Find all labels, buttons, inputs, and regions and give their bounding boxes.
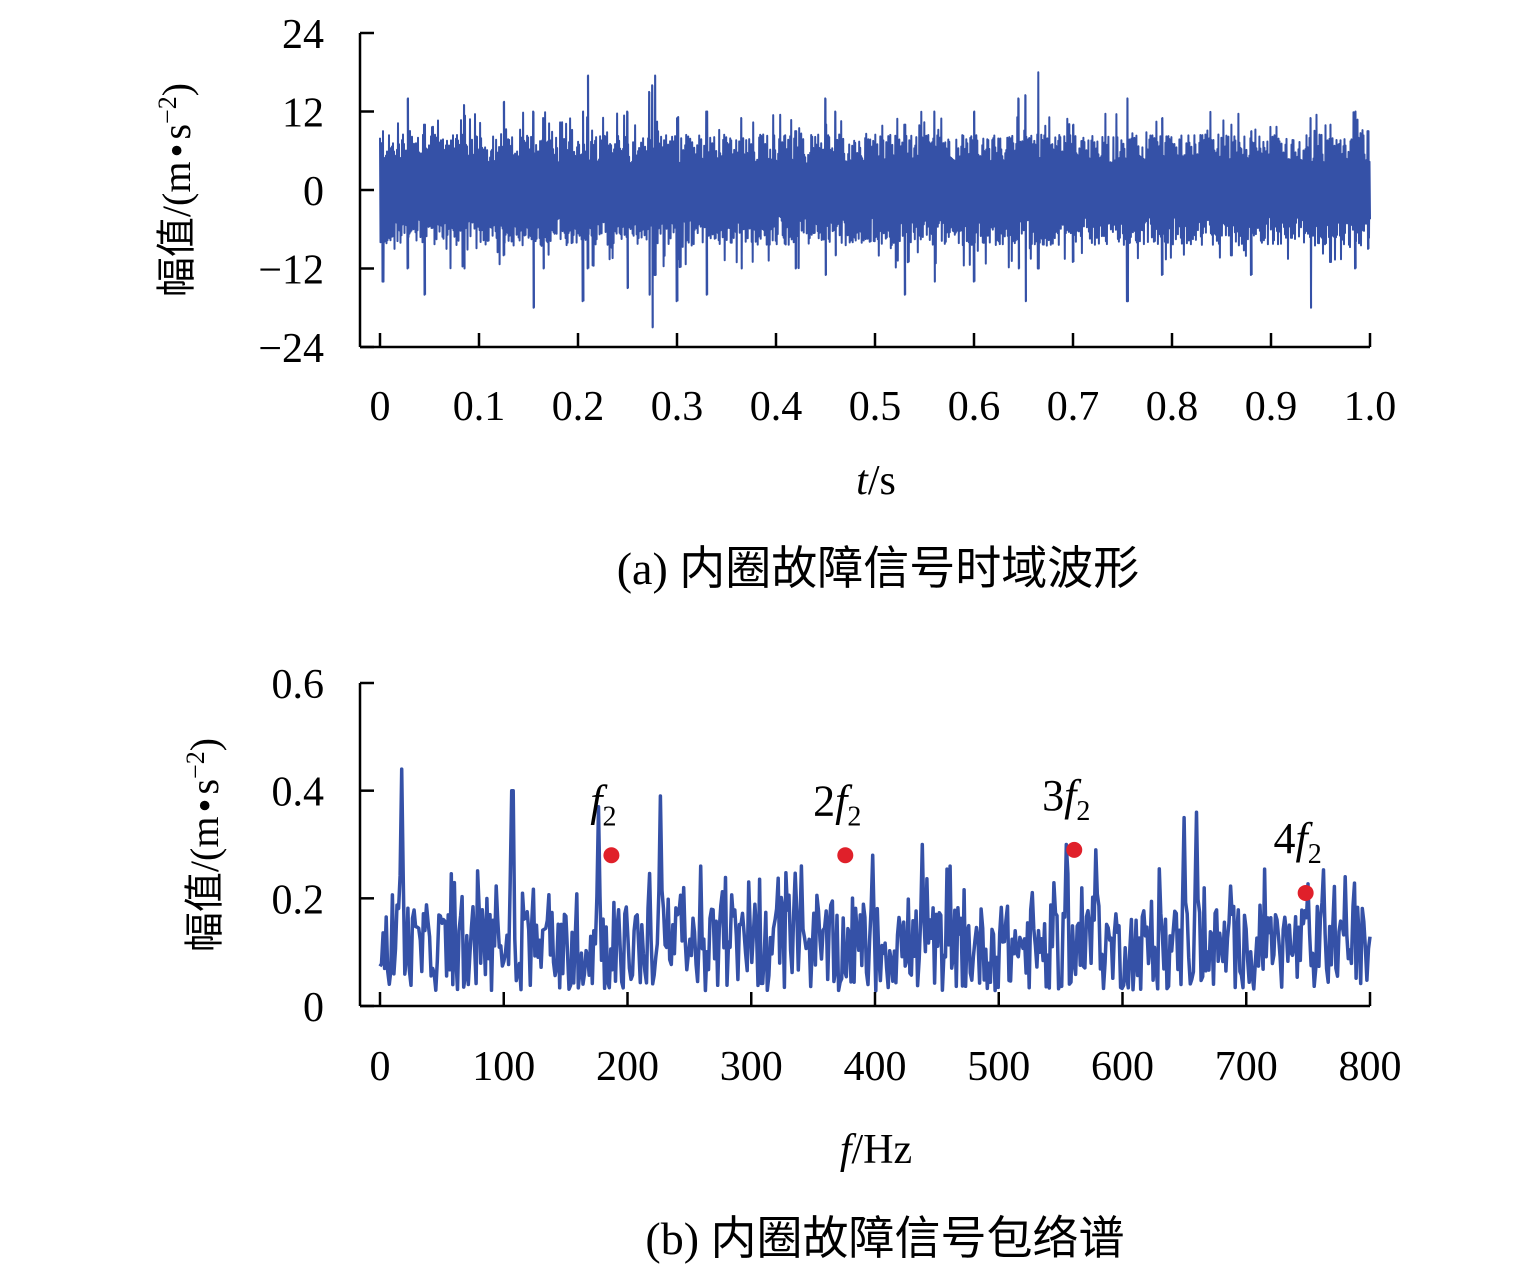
envelope-spectrum-x-tick-label: 200 <box>596 1044 659 1090</box>
envelope-spectrum-y-tick-label: 0.2 <box>272 877 325 923</box>
time-domain-x-tick-label: 0.9 <box>1245 384 1298 430</box>
time-domain-y-tick-label: 12 <box>282 91 324 137</box>
fault-frequency-label: f2 <box>590 776 616 832</box>
time-domain-y-tick-label: 24 <box>282 12 324 58</box>
envelope-spectrum-axes <box>358 681 1372 1008</box>
time-domain-x-tick-label: 0.2 <box>552 384 605 430</box>
envelope-spectrum-chart: f2 2f2 3f2 4f2 0.6 0.4 0.2 0 0 100 200 300 400 500 6… <box>181 662 1402 1264</box>
envelope-spectrum-x-tick-label: 700 <box>1215 1044 1278 1090</box>
time-domain-x-tick-label: 0.1 <box>453 384 506 430</box>
time-domain-waveform-line <box>379 71 1371 329</box>
time-domain-y-tick-label: 0 <box>303 169 324 215</box>
envelope-spectrum-x-tick-label: 0 <box>370 1044 391 1090</box>
envelope-spectrum-x-tick-label: 300 <box>720 1044 783 1090</box>
time-domain-y-tick-labels: 24 12 0 −12 −24 <box>258 12 324 372</box>
time-domain-x-tick-label: 0.7 <box>1047 384 1100 430</box>
fault-frequency-label: 3f2 <box>1042 771 1090 827</box>
time-domain-x-axis-label: t/s <box>856 458 896 504</box>
envelope-spectrum-x-tick-label: 500 <box>967 1044 1030 1090</box>
time-domain-x-tick-label: 0.6 <box>948 384 1001 430</box>
time-domain-x-tick-label: 0.4 <box>750 384 803 430</box>
envelope-spectrum-y-tick-label: 0.6 <box>272 662 325 708</box>
envelope-spectrum-line <box>378 767 1372 993</box>
envelope-spectrum-x-tick-label: 600 <box>1091 1044 1154 1090</box>
fault-frequency-label: 4f2 <box>1274 814 1322 870</box>
fault-frequency-marker <box>603 847 620 864</box>
time-domain-chart: 24 12 0 −12 −24 0 0.1 0.2 0.3 0.4 0.5 0.6 0.7 0.8 0.9… <box>153 12 1396 594</box>
time-domain-x-tick-labels: 0 0.1 0.2 0.3 0.4 0.5 0.6 0.7 0.8 0.9 1.0 <box>370 384 1397 430</box>
envelope-spectrum-y-tick-labels: 0.6 0.4 0.2 0 <box>272 662 325 1031</box>
envelope-spectrum-caption: (b) 内圈故障信号包络谱 <box>645 1213 1124 1264</box>
fault-frequency-markers: f2 2f2 3f2 4f2 <box>590 771 1322 901</box>
envelope-spectrum-y-tick-label: 0.4 <box>272 770 325 816</box>
fault-frequency-marker <box>837 847 854 864</box>
envelope-spectrum-x-tick-label: 400 <box>844 1044 907 1090</box>
time-domain-x-tick-label: 0 <box>370 384 391 430</box>
envelope-spectrum-x-tick-labels: 0 100 200 300 400 500 600 700 800 <box>370 1044 1402 1090</box>
envelope-spectrum-x-tick-label: 100 <box>472 1044 535 1090</box>
envelope-spectrum-x-tick-label: 800 <box>1339 1044 1402 1090</box>
time-domain-x-tick-label: 0.3 <box>651 384 704 430</box>
fault-frequency-marker <box>1297 884 1314 901</box>
time-domain-y-tick-label: −24 <box>258 326 324 372</box>
fault-frequency-label: 2f2 <box>813 776 861 832</box>
time-domain-caption: (a) 内圈故障信号时域波形 <box>617 543 1140 594</box>
envelope-spectrum-y-tick-label: 0 <box>303 985 324 1031</box>
time-domain-y-axis-label: 幅值/(m•s−2) <box>153 83 199 297</box>
fault-frequency-marker <box>1066 841 1083 858</box>
time-domain-y-tick-label: −12 <box>258 248 324 294</box>
time-domain-axes <box>358 31 1372 349</box>
time-domain-x-tick-label: 0.5 <box>849 384 902 430</box>
envelope-spectrum-x-axis-label: f/Hz <box>840 1127 912 1173</box>
envelope-spectrum-y-axis-label: 幅值/(m•s−2) <box>181 738 227 952</box>
time-domain-x-tick-label: 0.8 <box>1146 384 1199 430</box>
time-domain-x-tick-label: 1.0 <box>1344 384 1397 430</box>
